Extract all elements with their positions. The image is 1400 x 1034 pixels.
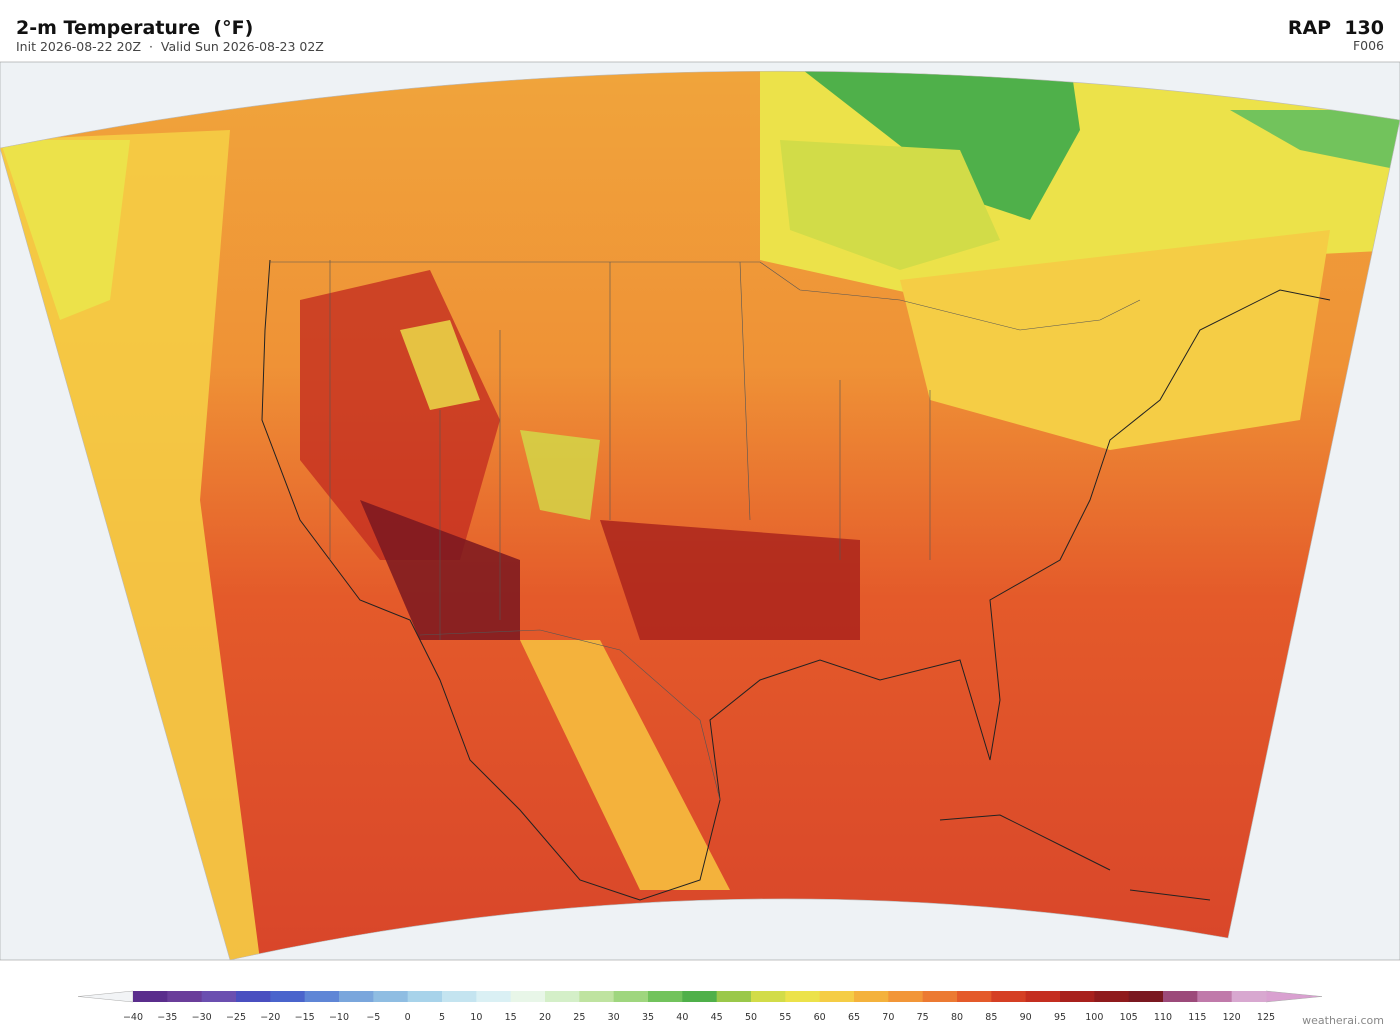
colorbar-swatch	[510, 991, 546, 1002]
colorbar-swatch	[545, 991, 580, 1002]
colorbar-label: 50	[745, 1012, 757, 1023]
model-label: RAP 130	[1288, 17, 1384, 39]
colorbar-swatch	[957, 991, 992, 1002]
colorbar-swatch	[201, 991, 237, 1002]
colorbar-label: −10	[329, 1012, 349, 1023]
colorbar-label: 40	[676, 1012, 688, 1023]
colorbar-swatch	[407, 991, 443, 1002]
colorbar-label: −20	[260, 1012, 280, 1023]
colorbar-label: −5	[366, 1012, 380, 1023]
colorbar-label: 105	[1120, 1012, 1138, 1023]
colorbar-label: 15	[505, 1012, 517, 1023]
colorbar-swatch	[682, 991, 718, 1002]
colorbar-swatch	[1060, 991, 1095, 1002]
colorbar-swatch	[579, 991, 615, 1002]
colorbar-label: 110	[1154, 1012, 1172, 1023]
colorbar-swatch	[991, 991, 1027, 1002]
colorbar-swatch	[133, 991, 168, 1002]
colorbar-label: 45	[711, 1012, 723, 1023]
colorbar-label: 115	[1188, 1012, 1206, 1023]
colorbar-swatch	[819, 991, 855, 1002]
colorbar: −40 −35 −30 −25 −20 −15 −10 −5 0 5 10 15 20 25 30 35 40 4…	[77, 990, 1323, 1023]
domain-outline	[0, 70, 1400, 961]
title: 2-m Temperature (°F)	[16, 17, 253, 39]
colorbar-label: −25	[226, 1012, 246, 1023]
colorbar-label: 75	[917, 1012, 929, 1023]
colorbar-swatch	[1128, 991, 1164, 1002]
colorbar-label: 20	[539, 1012, 551, 1023]
colorbar-swatch	[1231, 991, 1267, 1002]
colorbar-swatch	[1025, 991, 1061, 1002]
colorbar-swatch	[476, 991, 512, 1002]
colorbar-swatch	[304, 991, 340, 1002]
temperature-field	[0, 71, 1400, 961]
colorbar-label: 125	[1257, 1012, 1275, 1023]
colorbar-label: −40	[123, 1012, 143, 1023]
colorbar-label: 80	[951, 1012, 963, 1023]
borders	[270, 260, 1141, 801]
colorbar-label: −30	[192, 1012, 212, 1023]
colorbar-label: 30	[608, 1012, 620, 1023]
colorbar-label: 60	[814, 1012, 826, 1023]
coastlines	[261, 259, 1331, 901]
colorbar-swatch	[716, 991, 752, 1002]
colorbar-label: 85	[985, 1012, 997, 1023]
colorbar-swatch	[751, 991, 786, 1002]
colorbar-swatch	[922, 991, 958, 1002]
colorbar-swatch	[648, 991, 683, 1002]
colorbar-label: 5	[439, 1012, 445, 1023]
colorbar-swatch	[167, 991, 203, 1002]
colorbar-label: 0	[405, 1012, 411, 1023]
colorbar-label: 35	[642, 1012, 654, 1023]
watermark: weatherai.com	[1302, 1014, 1384, 1027]
colorbar-swatch	[1094, 991, 1130, 1002]
subtitle: Init 2026-08-22 20Z · Valid Sun 2026-08-…	[16, 39, 324, 54]
colorbar-label: 25	[573, 1012, 585, 1023]
colorbar-label: −35	[157, 1012, 177, 1023]
colorbar-swatch	[236, 991, 271, 1002]
colorbar-swatch	[1197, 991, 1233, 1002]
colorbar-label: −15	[295, 1012, 315, 1023]
colorbar-label: 70	[882, 1012, 894, 1023]
colorbar-swatch	[1163, 991, 1198, 1002]
colorbar-swatch	[613, 991, 649, 1002]
colorbar-swatch	[373, 991, 409, 1002]
colorbar-label: 100	[1085, 1012, 1103, 1023]
colorbar-swatch	[270, 991, 306, 1002]
forecast-hour: F006	[1353, 38, 1384, 53]
colorbar-label: 95	[1054, 1012, 1066, 1023]
colorbar-swatch	[442, 991, 477, 1002]
colorbar-swatch	[785, 991, 821, 1002]
colorbar-label: 10	[470, 1012, 482, 1023]
colorbar-label: 90	[1020, 1012, 1032, 1023]
colorbar-extend-low	[77, 990, 134, 1003]
colorbar-label: 55	[779, 1012, 791, 1023]
colorbar-label: 120	[1223, 1012, 1241, 1023]
colorbar-label: 65	[848, 1012, 860, 1023]
colorbar-swatch	[854, 991, 889, 1002]
colorbar-swatch	[888, 991, 924, 1002]
colorbar-swatch	[339, 991, 374, 1002]
colorbar-extend-high	[1265, 990, 1323, 1003]
